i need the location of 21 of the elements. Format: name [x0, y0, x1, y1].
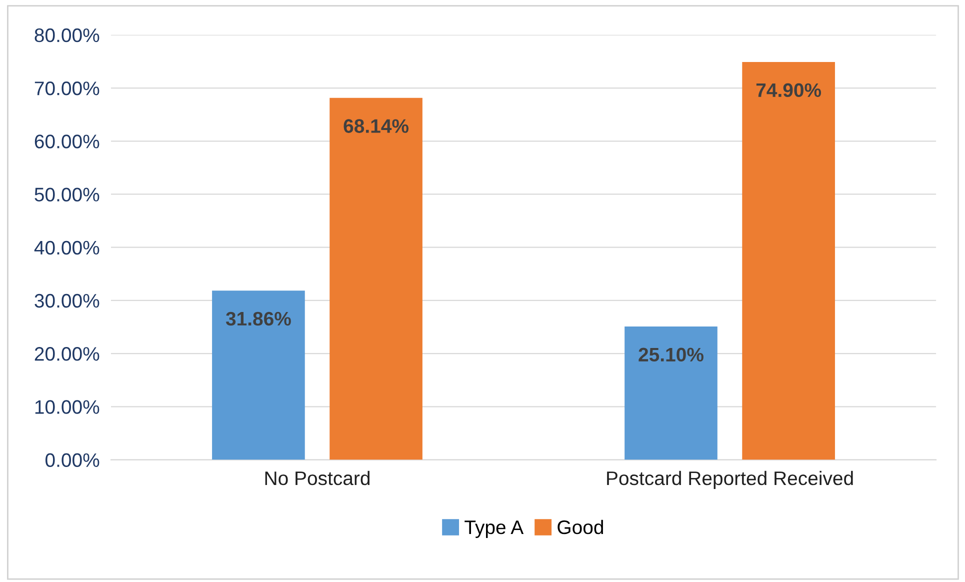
legend-label: Type A [464, 520, 524, 538]
y-tick-label: 50.00% [34, 188, 100, 202]
data-label: 31.86% [226, 312, 291, 326]
y-tick-label: 60.00% [34, 134, 100, 148]
y-tick-label: 70.00% [34, 81, 100, 96]
bar [212, 290, 305, 460]
y-tick-label: 20.00% [34, 347, 100, 361]
bar [742, 62, 835, 460]
data-label: 68.14% [344, 119, 408, 133]
data-label: 74.90% [756, 83, 822, 98]
bar [330, 98, 422, 460]
x-tick-label: No Postcard [265, 470, 370, 486]
bar [624, 326, 718, 460]
y-tick-label: 40.00% [34, 240, 100, 255]
legend-label: Good [558, 520, 603, 534]
y-tick-label: 0.00% [45, 453, 100, 468]
y-tick-label: 10.00% [35, 400, 100, 414]
y-tick-label: 80.00% [34, 28, 100, 42]
data-label: 25.10% [638, 348, 704, 362]
x-tick-label: Postcard Reported Received [607, 470, 853, 490]
y-tick-label: 30.00% [34, 294, 100, 308]
